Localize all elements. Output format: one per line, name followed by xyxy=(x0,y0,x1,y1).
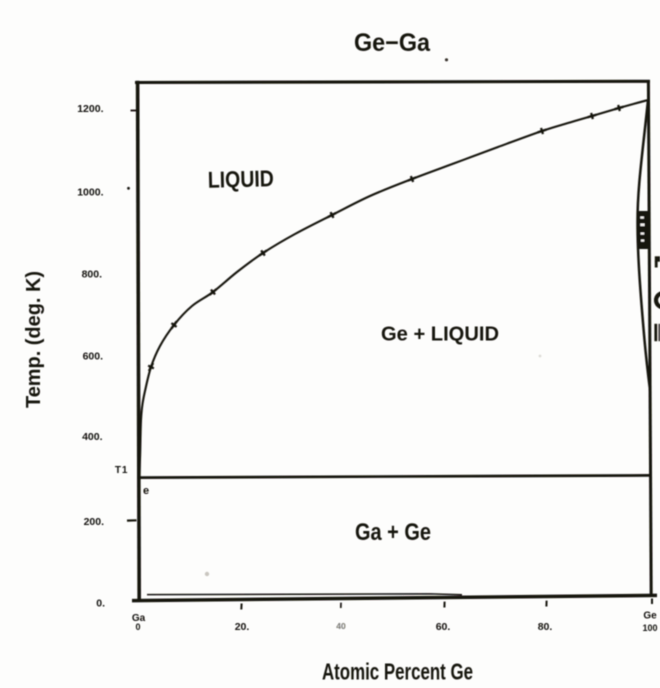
svg-text:80.: 80. xyxy=(538,621,553,633)
svg-text:Ge + LIQUID: Ge + LIQUID xyxy=(381,324,499,346)
svg-text:100: 100 xyxy=(642,623,657,633)
svg-text:1000.: 1000. xyxy=(77,187,103,199)
svg-text:600.: 600. xyxy=(83,351,104,363)
svg-text:200.: 200. xyxy=(84,516,105,528)
svg-text:Ge−Ga: Ge−Ga xyxy=(354,29,431,57)
svg-text:60.: 60. xyxy=(436,621,451,633)
svg-text:T1: T1 xyxy=(115,465,129,476)
svg-text:Ge: Ge xyxy=(643,610,657,621)
svg-text:e: e xyxy=(143,485,149,497)
svg-text:0.: 0. xyxy=(96,598,105,610)
svg-text:1200.: 1200. xyxy=(77,103,103,115)
svg-text:LIQUID: LIQUID xyxy=(207,165,274,193)
svg-text:Temp. (deg. K): Temp. (deg. K) xyxy=(23,271,45,408)
svg-text:Ga + Ge: Ga + Ge xyxy=(355,519,431,546)
svg-text:40: 40 xyxy=(336,621,346,631)
svg-text:20.: 20. xyxy=(235,621,250,633)
svg-text:800.: 800. xyxy=(82,269,103,281)
svg-text:Ga: Ga xyxy=(132,613,146,624)
svg-text:0: 0 xyxy=(135,622,140,632)
svg-text:Atomic Percent Ge: Atomic Percent Ge xyxy=(322,659,473,685)
svg-text:400.: 400. xyxy=(82,431,103,443)
